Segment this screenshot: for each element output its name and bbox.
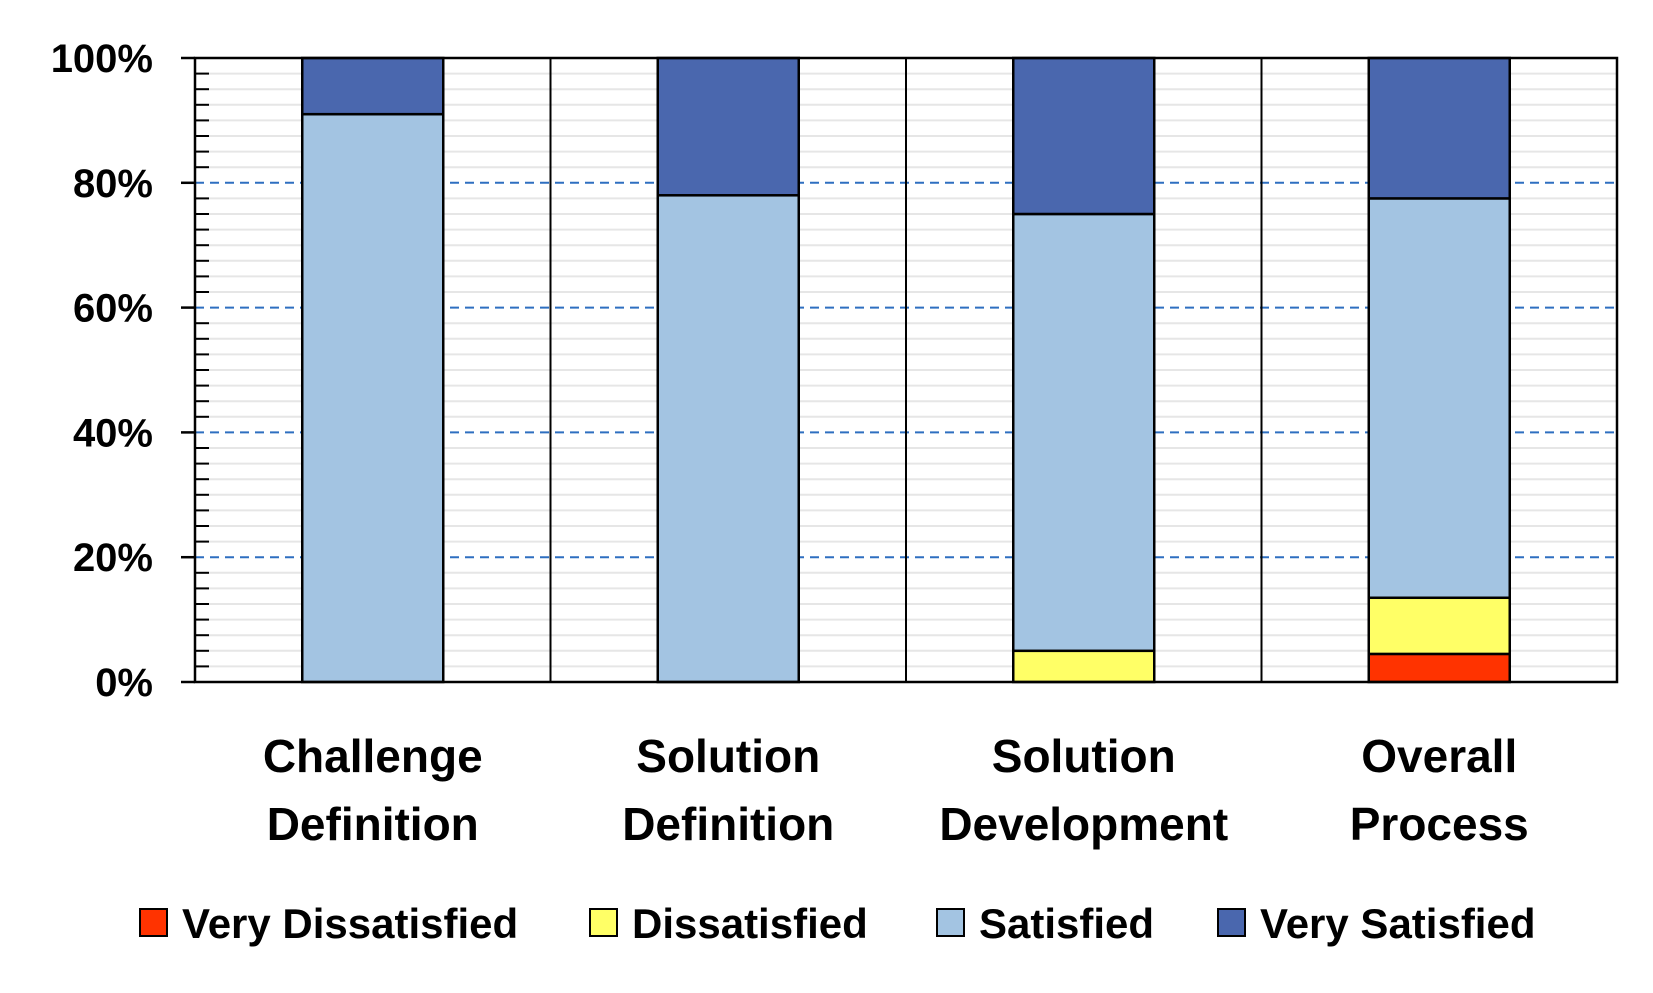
bar-segment-satisfied — [656, 194, 800, 684]
bar-segment-very-satisfied — [1367, 56, 1511, 200]
x-category-label: Process — [1350, 798, 1529, 850]
bar-segment-very-dissatisfied — [1367, 652, 1511, 684]
legend-label-very-satisfied: Very Satisfied — [1260, 900, 1535, 947]
bar-segment-satisfied — [1367, 197, 1511, 600]
x-category-label: Overall — [1361, 730, 1517, 782]
x-category-label: Solution — [636, 730, 820, 782]
bars-layer — [301, 56, 1511, 684]
bar-segment-very-satisfied — [1012, 56, 1156, 216]
x-category-label: Definition — [267, 798, 479, 850]
y-tick-label: 40% — [73, 411, 153, 455]
bar-segment-satisfied — [301, 112, 445, 684]
x-category-label: Challenge — [263, 730, 483, 782]
x-category-label: Development — [939, 798, 1228, 850]
bar-segment-very-satisfied — [301, 56, 445, 116]
labels-layer: 0% 20% 40% 60% 80% 100% Challenge Definition Sol… — [51, 37, 1529, 850]
bar-segment-very-satisfied — [656, 56, 800, 197]
legend-swatch-very-satisfied — [1217, 908, 1246, 937]
y-tick-label: 80% — [73, 162, 153, 206]
legend-swatch-very-dissatisfied — [139, 908, 168, 937]
bar-segment-satisfied — [1012, 212, 1156, 653]
bar-segment-dissatisfied — [1367, 596, 1511, 656]
y-tick-label: 20% — [73, 536, 153, 580]
bar-segment-dissatisfied — [1012, 649, 1156, 684]
y-tick-label: 60% — [73, 287, 153, 331]
legend: Very Dissatisfied Dissatisfied Satisfied Ve… — [139, 900, 1535, 947]
x-category-label: Definition — [622, 798, 834, 850]
y-tick-label: 100% — [51, 37, 153, 81]
legend-swatch-satisfied — [936, 908, 965, 937]
x-category-label: Solution — [992, 730, 1176, 782]
axis-layer — [181, 56, 1619, 684]
y-tick-label: 0% — [95, 661, 153, 705]
legend-label-satisfied: Satisfied — [979, 900, 1154, 947]
legend-swatch-dissatisfied — [589, 908, 618, 937]
legend-label-dissatisfied: Dissatisfied — [632, 900, 868, 947]
legend-label-very-dissatisfied: Very Dissatisfied — [182, 900, 518, 947]
